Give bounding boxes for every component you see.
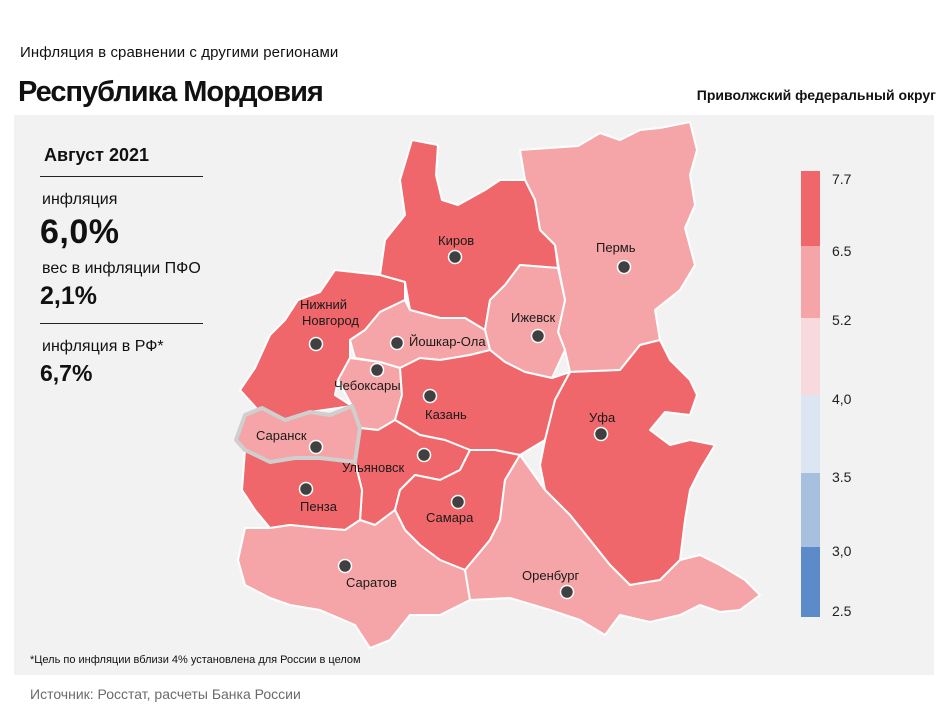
page-title: Республика Мордовия — [18, 76, 324, 108]
divider — [40, 176, 203, 177]
legend-tick: 3.5 — [832, 469, 852, 485]
city-label-ufa: Уфа — [589, 410, 616, 425]
region-mordovia[interactable] — [234, 404, 362, 464]
city-marker-kirov — [447, 249, 463, 265]
legend-swatch-4_0-5_2 — [801, 318, 820, 395]
legend-swatch-2_5-3_0 — [801, 547, 820, 617]
rf-inflation-value: 6,7% — [40, 360, 93, 386]
city-marker-orenburg — [559, 584, 575, 600]
footnote: *Цель по инфляции вблизи 4% установлена … — [30, 654, 361, 666]
city-label-ulyanovsk: Ульяновск — [342, 460, 404, 475]
city-marker-saransk — [308, 439, 324, 455]
city-marker-ufa — [593, 426, 609, 442]
city-label-kazan: Казань — [425, 407, 467, 422]
weight-value: 2,1% — [40, 282, 97, 310]
city-label-cheboksary: Чебоксары — [334, 378, 401, 393]
legend-tick: 5.2 — [832, 312, 852, 328]
period-label: Август 2021 — [44, 145, 149, 165]
legend-tick: 6.5 — [832, 243, 852, 259]
city-label-samara: Самара — [426, 510, 474, 525]
info-block: Август 2021 инфляция 6,0% вес в инфляции… — [40, 145, 210, 387]
source-note: Источник: Росстат, расчеты Банка России — [30, 686, 301, 702]
legend-tick: 7.7 — [832, 171, 852, 187]
legend-tick: 3,0 — [832, 543, 852, 559]
city-marker-kazan — [422, 388, 438, 404]
legend-swatch-3_0-3_5 — [801, 473, 820, 547]
city-marker-perm — [616, 259, 632, 275]
color-legend: 7.7 6.5 5.2 4,0 3.5 3,0 2.5 — [801, 171, 852, 619]
city-label-penza: Пенза — [300, 499, 338, 514]
legend-swatch-6_5-7_7 — [801, 171, 820, 246]
rf-inflation-label: инфляция в РФ* — [42, 338, 164, 355]
city-marker-samara — [450, 494, 466, 510]
city-label-nizhny-2: Новгород — [302, 313, 359, 328]
city-label-perm: Пермь — [596, 240, 636, 255]
inflation-label: инфляция — [42, 191, 118, 208]
city-label-saratov: Саратов — [346, 575, 397, 590]
page-subtitle: Инфляция в сравнении с другими регионами — [20, 44, 339, 61]
legend-swatch-5_2-6_5 — [801, 246, 820, 318]
city-marker-saratov — [337, 558, 353, 574]
legend-swatch-3_5-4_0 — [801, 395, 820, 473]
region-orenburg[interactable] — [464, 454, 761, 636]
district-label: Приволжский федеральный округ — [696, 87, 936, 103]
legend-tick: 4,0 — [832, 391, 852, 407]
legend-tick: 2.5 — [832, 603, 852, 619]
city-label-kirov: Киров — [438, 233, 474, 248]
city-marker-izhevsk — [530, 328, 546, 344]
inflation-value: 6,0% — [40, 213, 120, 251]
divider — [40, 323, 203, 324]
city-label-izhevsk: Ижевск — [511, 310, 556, 325]
city-marker-ulyanovsk — [416, 447, 432, 463]
city-label-yoshkar: Йошкар-Ола — [409, 334, 486, 349]
city-label-nizhny-1: Нижний — [300, 297, 347, 312]
city-marker-penza — [298, 481, 314, 497]
city-label-orenburg: Оренбург — [522, 568, 579, 583]
weight-label: вес в инфляции ПФО — [42, 260, 201, 277]
city-marker-yoshkar — [389, 335, 405, 351]
city-label-saransk: Саранск — [256, 428, 307, 443]
city-marker-nizhny — [308, 336, 324, 352]
city-marker-cheboksary — [369, 362, 385, 378]
